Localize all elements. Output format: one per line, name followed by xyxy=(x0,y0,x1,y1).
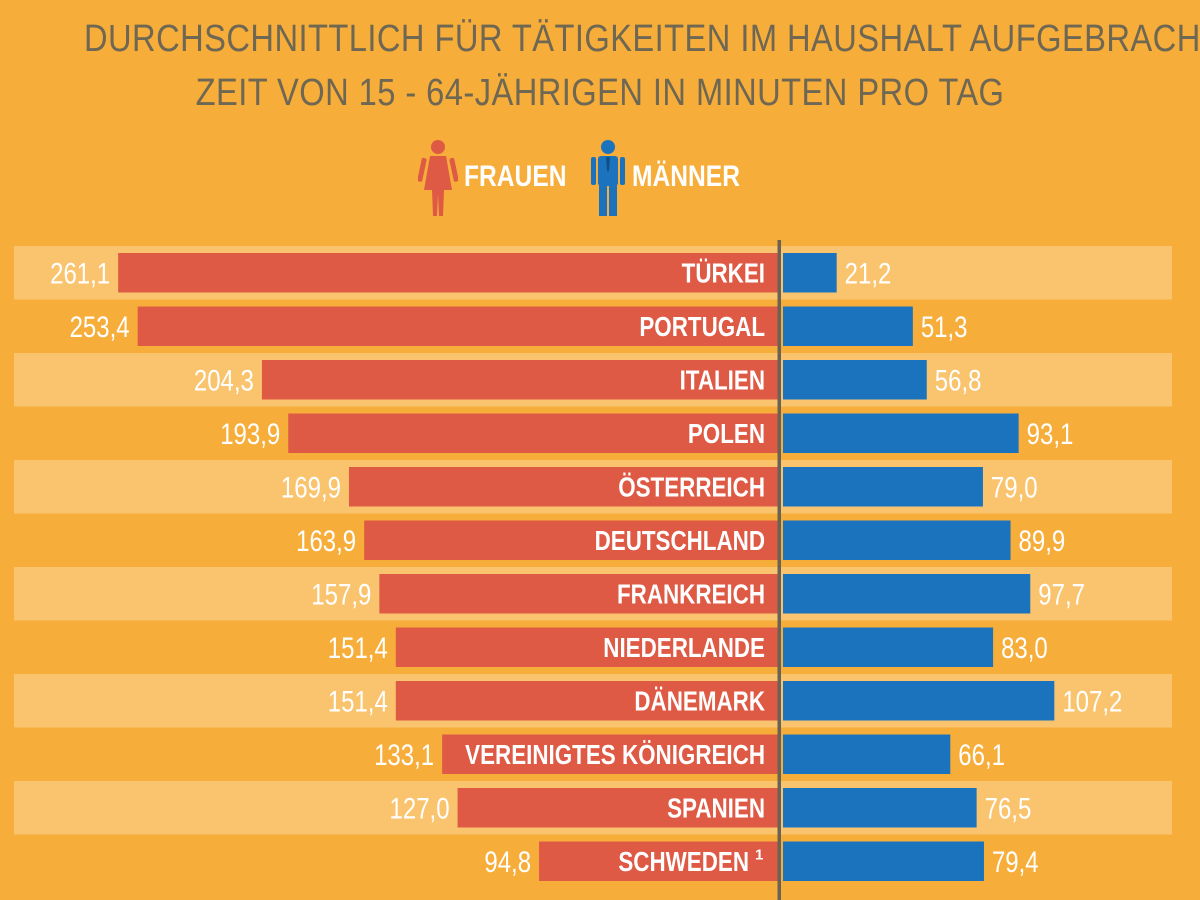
legend: FRAUEN MÄNNER xyxy=(0,138,1200,218)
bar-frauen xyxy=(539,841,779,881)
data-label-frauen: 127,0 xyxy=(390,791,450,825)
category-label: ÖSTERREICH xyxy=(618,471,765,503)
bar-frauen xyxy=(395,627,779,667)
bar-frauen xyxy=(395,681,779,721)
legend-label-women: FRAUEN xyxy=(464,160,567,193)
bar-maenner xyxy=(783,413,1019,453)
data-label-frauen: 163,9 xyxy=(296,524,356,558)
data-label-frauen: 253,4 xyxy=(70,310,130,344)
bar-maenner xyxy=(783,841,984,881)
bar-maenner xyxy=(783,734,951,774)
data-label-frauen: 204,3 xyxy=(194,363,254,397)
data-label-maenner: 89,9 xyxy=(1019,524,1066,558)
category-label: FRANKREICH xyxy=(617,579,765,610)
data-label-frauen: 151,4 xyxy=(328,631,388,665)
category-label: DÄNEMARK xyxy=(634,686,765,717)
data-label-frauen: 94,8 xyxy=(484,845,531,879)
bar-maenner xyxy=(783,627,994,667)
data-label-maenner: 76,5 xyxy=(985,791,1032,825)
category-label: VEREINIGTES KÖNIGREICH xyxy=(465,739,765,771)
bar-frauen xyxy=(379,574,779,614)
category-label: NIEDERLANDE xyxy=(603,633,765,664)
data-label-maenner: 79,4 xyxy=(992,845,1039,879)
category-label: TÜRKEI xyxy=(682,257,765,289)
bar-frauen xyxy=(288,413,779,453)
bar-frauen xyxy=(457,788,779,828)
chart-title-line-1: DURCHSCHNITTLICH FÜR TÄTIGKEITEN IM HAUS… xyxy=(84,18,1200,60)
legend-label-men: MÄNNER xyxy=(632,160,740,193)
footnote-marker: 1 xyxy=(755,846,763,863)
data-label-frauen: 193,9 xyxy=(220,417,280,451)
bar-maenner xyxy=(783,574,1031,614)
data-label-maenner: 93,1 xyxy=(1027,417,1074,451)
data-label-maenner: 79,0 xyxy=(991,470,1038,504)
data-label-maenner: 107,2 xyxy=(1062,684,1122,718)
data-label-maenner: 97,7 xyxy=(1038,577,1085,611)
bar-maenner xyxy=(783,520,1011,560)
category-label: POLEN xyxy=(688,419,765,450)
data-label-frauen: 169,9 xyxy=(281,470,341,504)
category-label: PORTUGAL xyxy=(639,312,765,343)
chart-title-line-2: ZEIT VON 15 - 64-JÄHRIGEN IN MINUTEN PRO… xyxy=(195,72,1005,114)
bar-frauen xyxy=(364,520,779,560)
data-label-maenner: 83,0 xyxy=(1001,631,1048,665)
bar-maenner xyxy=(783,788,977,828)
data-label-frauen: 133,1 xyxy=(374,738,434,772)
data-label-frauen: 261,1 xyxy=(50,256,110,290)
bar-maenner xyxy=(783,681,1055,721)
data-label-maenner: 66,1 xyxy=(958,738,1005,772)
bar-frauen xyxy=(118,253,780,293)
data-label-maenner: 21,2 xyxy=(845,256,892,290)
legend-item-men: MÄNNER xyxy=(588,138,758,218)
data-label-maenner: 51,3 xyxy=(921,310,968,344)
bar-frauen xyxy=(261,360,779,400)
center-axis xyxy=(777,240,781,900)
bar-maenner xyxy=(783,360,927,400)
bar-maenner xyxy=(783,253,837,293)
woman-icon xyxy=(418,140,458,216)
data-label-maenner: 56,8 xyxy=(935,363,982,397)
man-icon xyxy=(591,140,625,216)
category-label: SPANIEN xyxy=(667,793,765,824)
bar-frauen xyxy=(442,734,779,774)
data-label-frauen: 157,9 xyxy=(311,577,371,611)
category-label: SCHWEDEN xyxy=(618,847,749,878)
bar-maenner xyxy=(783,467,983,507)
bar-frauen xyxy=(137,306,779,346)
category-label: DEUTSCHLAND xyxy=(595,526,765,557)
category-label: ITALIEN xyxy=(680,365,765,396)
legend-item-women: FRAUEN xyxy=(418,138,568,218)
data-label-frauen: 151,4 xyxy=(328,684,388,718)
bar-maenner xyxy=(783,306,913,346)
bar-frauen xyxy=(348,467,779,507)
